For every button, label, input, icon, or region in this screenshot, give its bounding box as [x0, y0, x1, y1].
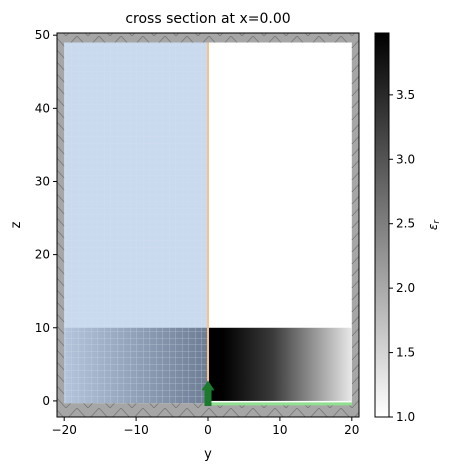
y-ticks: 0 10 20 30 40 50: [35, 28, 57, 408]
colorbar-tick-label: 3.0: [396, 152, 415, 166]
source-line: [208, 402, 352, 406]
colorbar-tick-label: 3.5: [396, 88, 415, 102]
y-tick-label: 30: [35, 174, 50, 188]
colorbar-tick-label: 1.0: [396, 410, 415, 424]
pml-top-hatch: [57, 33, 359, 43]
colorbar: [374, 32, 390, 418]
slab-gradient: [208, 327, 352, 401]
chart-title: cross section at x=0.00: [125, 11, 290, 27]
colorbar-label: εr: [426, 219, 442, 231]
x-tick-label: 20: [344, 423, 359, 437]
y-tick-label: 20: [35, 248, 50, 262]
colorbar-tick-label: 1.5: [396, 346, 415, 360]
x-tick-label: −10: [123, 423, 148, 437]
colorbar-tick-label: 2.0: [396, 281, 415, 295]
x-axis-label: y: [204, 447, 212, 462]
y-tick-label: 10: [35, 321, 50, 335]
x-ticks: −20 −10 0 10 20: [52, 417, 359, 437]
x-tick-label: 10: [272, 423, 287, 437]
pml-right-hatch: [351, 33, 359, 417]
y-tick-label: 40: [35, 101, 50, 115]
x-tick-label: 0: [204, 423, 212, 437]
plot-area: [57, 33, 359, 417]
pml-bottom-hatch: [57, 403, 359, 417]
pml-left-hatch: [57, 33, 65, 417]
y-axis-label: z: [9, 221, 24, 228]
monitor-slab-grid: [64, 327, 208, 404]
y-tick-label: 0: [42, 394, 50, 408]
source-arrow-head: [201, 380, 215, 391]
y-tick-label: 50: [35, 28, 50, 42]
colorbar-ticks: 1.0 1.5 2.0 2.5 3.0 3.5: [389, 88, 415, 424]
colorbar-tick-label: 2.5: [396, 217, 415, 231]
x-tick-label: −20: [52, 423, 77, 437]
source-arrow-shaft: [204, 389, 212, 407]
